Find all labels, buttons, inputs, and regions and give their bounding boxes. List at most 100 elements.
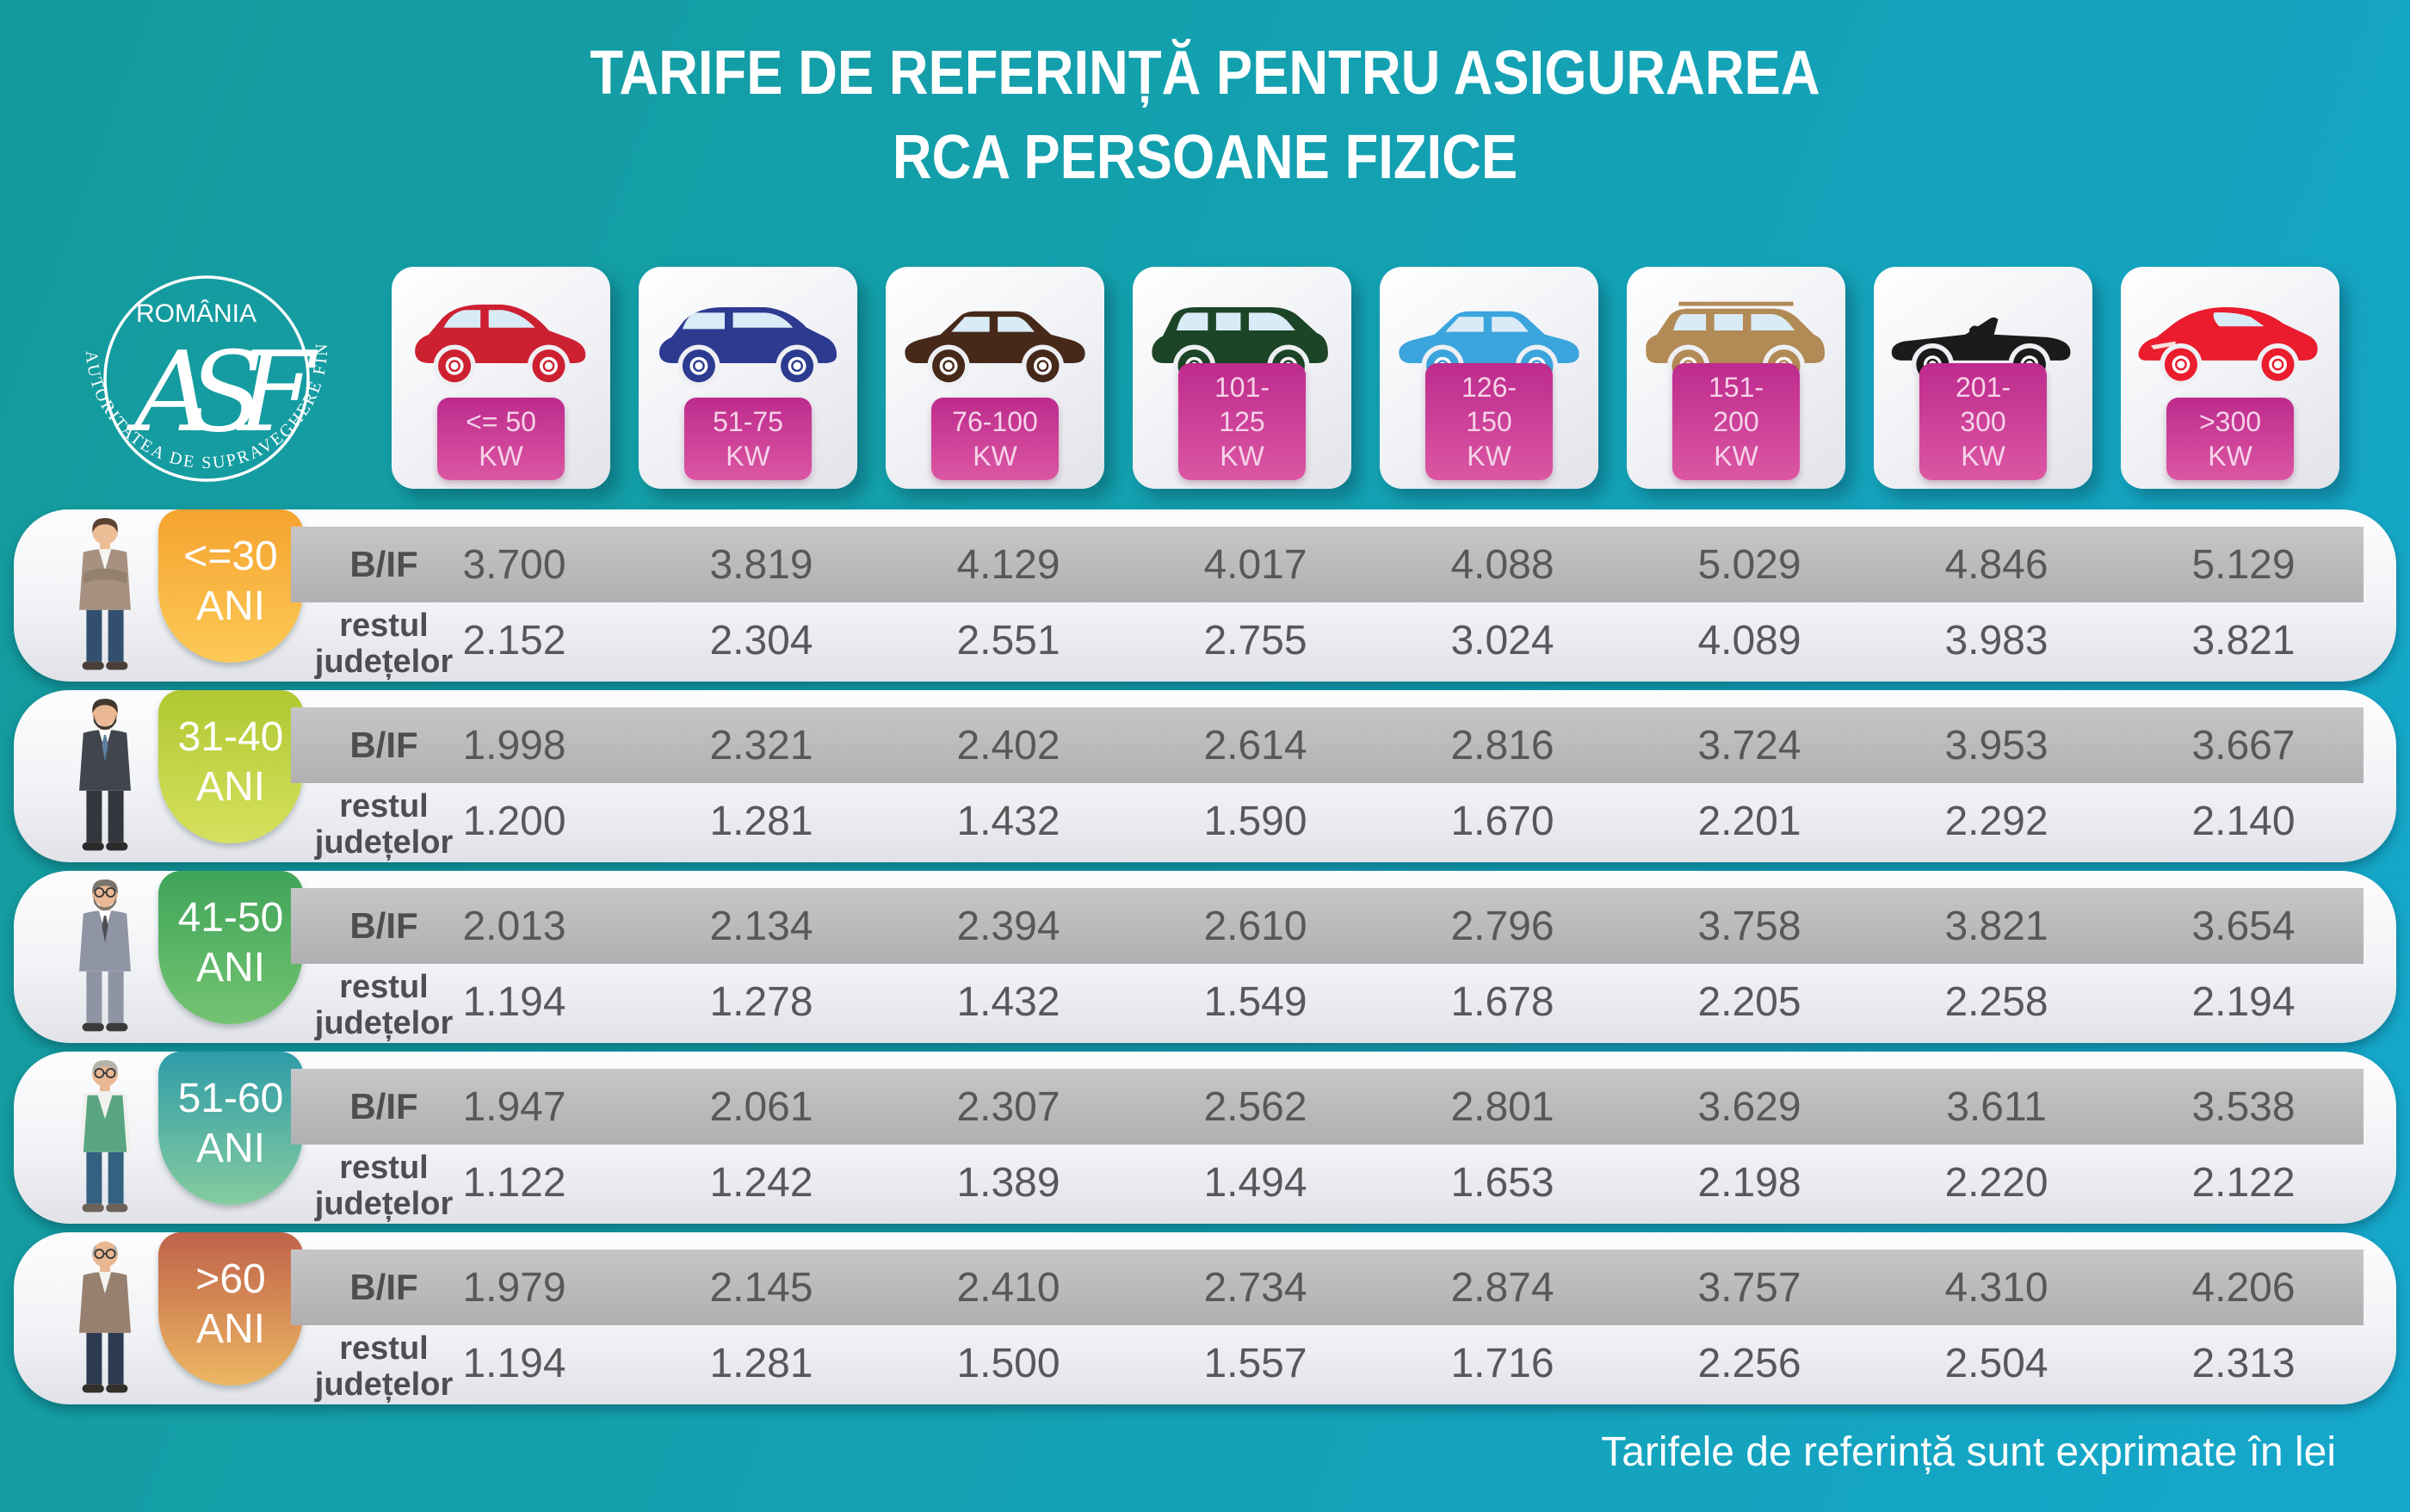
rest-values: 1.194 1.281 1.500 1.557 1.716 2.256 2.504 2.313: [391, 1329, 2367, 1398]
region-label-bif: B/IF: [349, 544, 418, 584]
tariff-value: 3.654: [2191, 903, 2296, 949]
tariff-value: 2.755: [1203, 617, 1307, 663]
vehicle-card: 101-125 KW: [1133, 267, 1351, 489]
kw-badge: <= 50 KW: [437, 398, 565, 480]
tariff-value: 2.152: [462, 617, 566, 663]
tariff-value: 1.432: [956, 798, 1060, 844]
tariff-value: 4.206: [2191, 1264, 2296, 1311]
tariff-value: 2.256: [1697, 1340, 1801, 1386]
sedan-car-icon: [899, 291, 1091, 389]
tariff-value: 1.670: [1450, 798, 1554, 844]
age-unit: ANI: [195, 1126, 265, 1171]
region-label-rest: restul județelor: [314, 969, 454, 1041]
tariff-value: 2.134: [709, 903, 813, 949]
kw-unit: KW: [1961, 441, 2005, 472]
tariff-value: 4.088: [1450, 541, 1554, 588]
region-label-rest: restul județelor: [314, 608, 454, 680]
tariff-value: 3.538: [2191, 1083, 2296, 1130]
logo-country: ROMÂNIA: [136, 299, 256, 328]
tariff-value: 2.194: [2191, 978, 2296, 1025]
kw-unit: KW: [1714, 441, 1758, 472]
tariff-value: 2.551: [956, 617, 1060, 663]
tariff-value: 1.494: [1203, 1159, 1307, 1206]
tariff-value: 3.953: [1944, 722, 2048, 768]
region-label-rest: restul județelor: [314, 788, 454, 861]
tariff-value: 2.313: [2191, 1340, 2296, 1386]
logo-circle: [103, 275, 310, 482]
tariff-value: 2.198: [1697, 1159, 1801, 1206]
tariff-value: 1.549: [1203, 978, 1307, 1025]
tariff-value: 1.557: [1203, 1340, 1307, 1386]
tariff-value: 2.307: [956, 1083, 1060, 1130]
tariff-value: 3.667: [2191, 722, 2296, 768]
region-label-bif: B/IF: [349, 1267, 418, 1307]
tariff-value: 1.194: [462, 1340, 566, 1386]
tariff-value: 1.200: [462, 798, 566, 844]
region-label-bif: B/IF: [349, 905, 418, 946]
rest-values: 1.200 1.281 1.432 1.590 1.670 2.201 2.292 2.140: [391, 787, 2367, 855]
age-range: 31-40: [177, 714, 284, 760]
tariff-value: 3.758: [1697, 903, 1801, 949]
age-range: 51-60: [177, 1076, 284, 1121]
city-car-icon: [405, 291, 596, 389]
tariff-value: 3.821: [1944, 903, 2048, 949]
age-unit: ANI: [195, 1306, 265, 1352]
tariff-value: 2.321: [709, 722, 813, 768]
bif-values: 1.947 2.061 2.307 2.562 2.801 3.629 3.611 3.538: [391, 1069, 2367, 1145]
kw-badge: 101-125 KW: [1178, 363, 1306, 480]
tariff-value: 3.024: [1450, 617, 1554, 663]
rest-values: 2.152 2.304 2.551 2.755 3.024 4.089 3.983 3.821: [391, 606, 2367, 675]
tariff-value: 1.122: [462, 1159, 566, 1206]
tariff-value: 1.281: [709, 1340, 813, 1386]
tariff-value: 2.610: [1203, 903, 1307, 949]
kw-range: 101-125: [1214, 372, 1270, 437]
age-badge: >60 ANI: [158, 1232, 303, 1385]
tariff-value: 2.796: [1450, 903, 1554, 949]
suv-car-icon: [652, 291, 844, 389]
kw-badge: >300 KW: [2166, 398, 2294, 480]
region-label-bif: B/IF: [349, 725, 418, 765]
bif-bar: [291, 1069, 2364, 1145]
vehicle-header-row: <= 50 KW 51-75 KW: [392, 267, 2339, 489]
kw-range: 51-75: [713, 406, 783, 437]
tariff-value: 3.700: [462, 541, 566, 588]
tariff-value: 1.242: [709, 1159, 813, 1206]
vehicle-card: >300 KW: [2121, 267, 2339, 489]
age-unit: ANI: [195, 945, 265, 991]
kw-range: 201-300: [1955, 372, 2011, 437]
tariff-value: 2.258: [1944, 978, 2048, 1025]
tariff-value: 3.757: [1697, 1264, 1801, 1311]
tariff-value: 3.611: [1946, 1083, 2047, 1130]
region-label-rest: restul județelor: [314, 1150, 454, 1222]
tariff-value: 1.500: [956, 1340, 1060, 1386]
vehicle-card: 201-300 KW: [1874, 267, 2092, 489]
vehicle-card: <= 50 KW: [392, 267, 610, 489]
tariff-value: 2.504: [1944, 1340, 2048, 1386]
age-row: <=30 ANI B/IF restul județelor 3.700 3.819…: [14, 509, 2396, 682]
kw-range: 76-100: [952, 406, 1038, 437]
bif-values: 2.013 2.134 2.394 2.610 2.796 3.758 3.821 3.654: [391, 888, 2367, 964]
kw-badge: 151-200 KW: [1672, 363, 1800, 480]
bif-values: 1.998 2.321 2.402 2.614 2.816 3.724 3.953 3.667: [391, 707, 2367, 783]
age-row: 31-40 ANI B/IF restul județelor 1.998 2.32…: [14, 690, 2396, 862]
tariff-value: 4.017: [1203, 541, 1307, 588]
tariff-value: 1.432: [956, 978, 1060, 1025]
tariff-value: 1.281: [709, 798, 813, 844]
tariff-value: 2.122: [2191, 1159, 2296, 1206]
kw-badge: 126-150 KW: [1425, 363, 1553, 480]
tariff-value: 1.678: [1450, 978, 1554, 1025]
kw-unit: KW: [2208, 441, 2252, 472]
age-unit: ANI: [195, 764, 265, 810]
bif-bar: [291, 1250, 2364, 1325]
kw-range: >300: [2198, 406, 2262, 437]
tariff-value: 4.310: [1944, 1264, 2048, 1311]
tariff-value: 5.029: [1697, 541, 1801, 588]
age-row: 41-50 ANI B/IF restul județelor 2.013 2.13…: [14, 871, 2396, 1043]
rest-values: 1.194 1.278 1.432 1.549 1.678 2.205 2.258 2.194: [391, 967, 2367, 1036]
rest-values: 1.122 1.242 1.389 1.494 1.653 2.198 2.220 2.122: [391, 1148, 2367, 1217]
age-range: <=30: [183, 534, 278, 579]
age-badge: 51-60 ANI: [158, 1052, 303, 1205]
age-range: 41-50: [177, 895, 284, 941]
vest-man-icon: [59, 1057, 151, 1219]
